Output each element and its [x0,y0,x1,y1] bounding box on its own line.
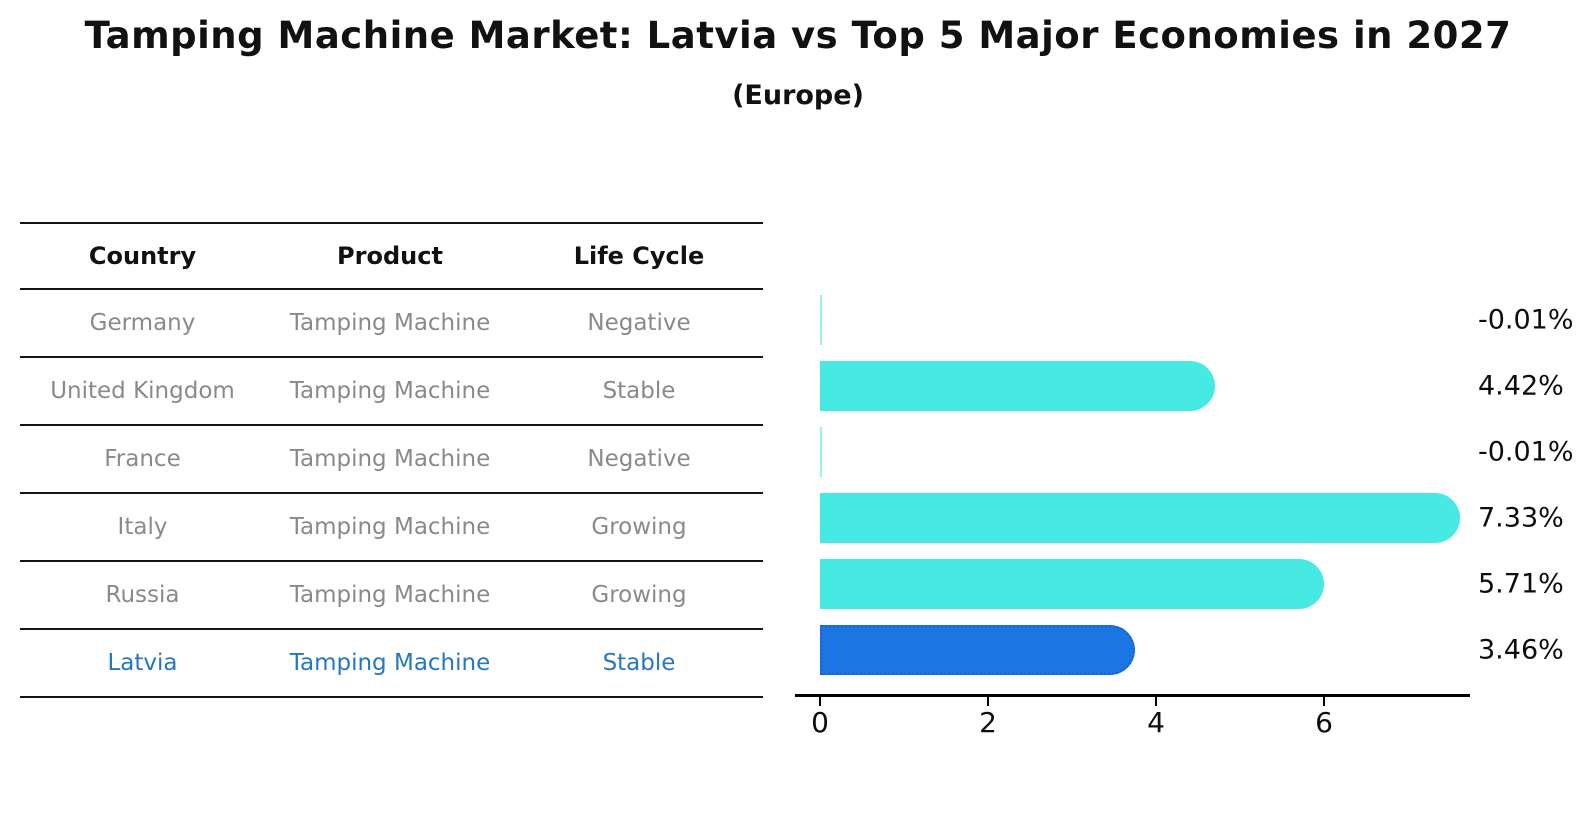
bar-russia [820,559,1324,609]
value-label-russia: 5.71% [1478,568,1564,600]
x-axis-tick [819,697,821,706]
cell-product: Tamping Machine [289,378,491,404]
table-row-italy: Italy Tamping Machine Growing [20,492,763,560]
x-axis-tick [1155,697,1157,706]
table-row-united-kingdom: United Kingdom Tamping Machine Stable [20,356,763,424]
country-table: Country Product Life Cycle Germany Tampi… [20,222,763,698]
cell-country: Italy [117,514,168,540]
cell-life-cycle: Negative [587,310,691,336]
x-axis-tick-label: 4 [1147,706,1165,739]
value-label-united-kingdom: 4.42% [1478,370,1564,402]
x-axis-tick-label: 2 [979,706,997,739]
cell-life-cycle: Growing [591,582,687,608]
value-label-italy: 7.33% [1478,502,1564,534]
column-header-product: Product [337,242,443,270]
cell-life-cycle: Stable [602,650,676,676]
bar-united-kingdom [820,361,1216,411]
table-row-germany: Germany Tamping Machine Negative [20,288,763,356]
chart-title: Tamping Machine Market: Latvia vs Top 5 … [84,14,1512,57]
column-header-country: Country [88,242,197,270]
x-axis-line [795,694,1470,697]
cell-country: Germany [89,310,196,336]
cell-country: Russia [105,582,180,608]
cell-life-cycle: Growing [591,514,687,540]
cell-product: Tamping Machine [289,310,491,336]
cell-life-cycle: Negative [587,446,691,472]
table-header-row: Country Product Life Cycle [20,222,763,288]
chart-subtitle: (Europe) [732,80,864,111]
table-row-latvia: Latvia Tamping Machine Stable [20,628,763,698]
cell-country: Latvia [107,650,178,676]
cell-product: Tamping Machine [289,650,491,676]
value-label-france: -0.01% [1478,436,1574,468]
cell-country: France [104,446,181,472]
table-row-france: France Tamping Machine Negative [20,424,763,492]
cell-country: United Kingdom [50,378,235,404]
value-label-latvia: 3.46% [1478,634,1564,666]
bar-germany [820,295,822,345]
bar-italy [820,493,1460,543]
cell-product: Tamping Machine [289,582,491,608]
cell-product: Tamping Machine [289,446,491,472]
cell-life-cycle: Stable [602,378,676,404]
x-axis-tick-label: 6 [1315,706,1333,739]
x-axis-tick [1323,697,1325,706]
value-label-germany: -0.01% [1478,304,1574,336]
cell-product: Tamping Machine [289,514,491,540]
column-header-life-cycle: Life Cycle [573,242,705,270]
x-axis-tick-label: 0 [811,706,829,739]
x-axis-tick [987,697,989,706]
table-row-russia: Russia Tamping Machine Growing [20,560,763,628]
bar-latvia [820,625,1135,675]
bar-france [820,427,822,477]
